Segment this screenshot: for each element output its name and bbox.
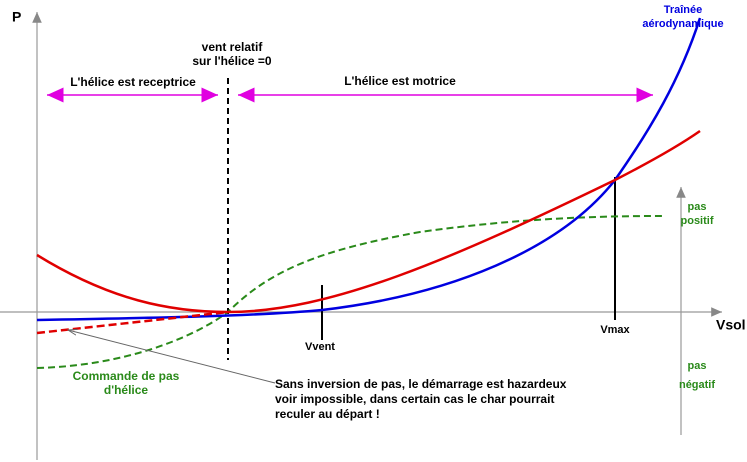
power-curve: [36, 129, 701, 314]
axes: [0, 11, 722, 460]
wind-zero-label: vent relatif: [202, 40, 264, 54]
note-pointer: [68, 330, 276, 384]
zone-label: L'hélice est motrice: [344, 74, 456, 88]
power-curve-negative: [36, 310, 229, 335]
wind-zero-label: sur l'hélice =0: [192, 54, 272, 68]
pitch-label: positif: [681, 215, 714, 227]
drag-curve: [36, 17, 702, 322]
pitch-label: pas: [688, 360, 707, 372]
y-label: P: [12, 9, 21, 25]
vmax-label: Vmax: [600, 324, 630, 336]
pitch-curve-label: d'hélice: [104, 383, 149, 397]
pitch-label: négatif: [679, 379, 715, 391]
vvent-label: Vvent: [305, 341, 335, 353]
drag-label: aérodynamique: [642, 18, 723, 30]
zone-label: L'hélice est receptrice: [70, 75, 196, 89]
pitch-label: pas: [688, 201, 707, 213]
drag-label: Traînée: [664, 4, 703, 16]
note-line: voir impossible, dans certain cas le cha…: [275, 392, 554, 406]
pitch-curve: [36, 215, 663, 369]
note-line: reculer au départ !: [275, 407, 380, 421]
pitch-curve-label: Commande de pas: [73, 369, 180, 383]
note-line: Sans inversion de pas, le démarrage est …: [275, 377, 567, 391]
x-label: Vsol: [716, 317, 746, 333]
